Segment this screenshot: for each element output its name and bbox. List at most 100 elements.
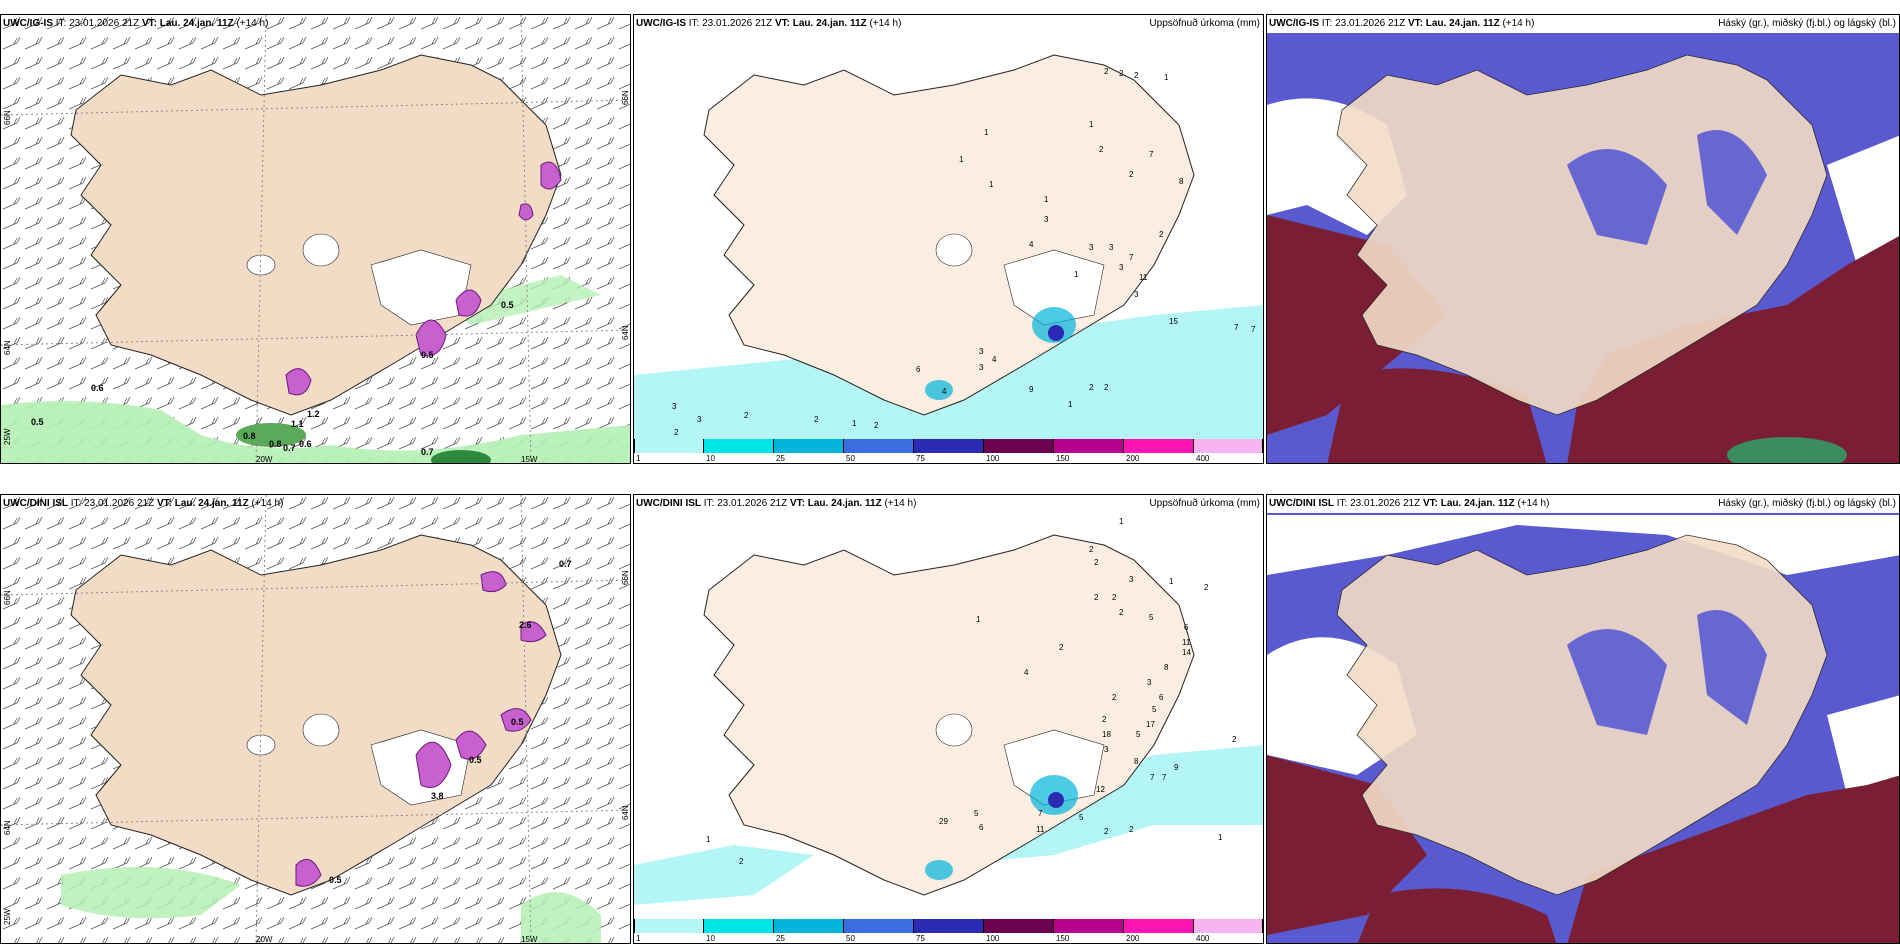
panel-header: UWC/DINI ISL IT: 23.01.2026 21Z VT: Lau.… bbox=[3, 498, 284, 509]
precip-value-label: 2 bbox=[739, 857, 744, 866]
wind-value-label: 0.5 bbox=[329, 875, 342, 885]
precip-value-label: 7 bbox=[1150, 773, 1155, 782]
precip-map bbox=[634, 534, 1263, 905]
lat-label: 66N bbox=[3, 110, 12, 125]
wind-value-label: 0.6 bbox=[91, 383, 104, 393]
precip-value-label: 2 bbox=[1119, 69, 1124, 78]
clear-area bbox=[1827, 695, 1899, 795]
legend-label: 100 bbox=[986, 454, 1000, 463]
precip-legend: 1 10 25 50 75 100 150 200 400 bbox=[634, 439, 1263, 463]
precip-value-label: 2 bbox=[1134, 71, 1139, 80]
precip-value-label: 1 bbox=[1089, 120, 1094, 129]
precip-value-label: 9 bbox=[1174, 763, 1179, 772]
precip-value-label: 11 bbox=[1139, 273, 1148, 282]
precip-value-label: 3 bbox=[1129, 575, 1134, 584]
precip-blue-area bbox=[1032, 307, 1076, 343]
legend-label: 25 bbox=[776, 454, 785, 463]
precip-magenta bbox=[415, 319, 447, 357]
clear-area bbox=[1827, 135, 1899, 265]
panel-title: Háský (gr.), miðský (fj.bl.) og lágský (… bbox=[1718, 498, 1896, 509]
wind-value-label: 1.2 bbox=[307, 409, 320, 419]
precip-magenta bbox=[285, 368, 312, 396]
lat-label: 64N bbox=[3, 340, 12, 355]
precip-legend: 1 10 25 50 75 100 150 200 400 bbox=[634, 919, 1263, 943]
lat-label: 64N bbox=[3, 820, 12, 835]
precip-magenta bbox=[480, 571, 547, 732]
lat-label: 25W bbox=[3, 428, 12, 445]
wind-value-label: 0.5 bbox=[469, 755, 482, 765]
precip-value-label: 2 bbox=[1059, 643, 1064, 652]
precip-value-label: 2 bbox=[1232, 735, 1237, 744]
precip-value-label: 7 bbox=[1251, 325, 1256, 334]
precip-map-panel-row2: UWC/DINI ISL IT: 23.01.2026 21Z VT: Lau.… bbox=[633, 494, 1264, 944]
legend-label: 150 bbox=[1056, 454, 1070, 463]
precip-green-area bbox=[521, 892, 601, 943]
precip-value-label: 6 bbox=[916, 365, 921, 374]
precip-value-label: 2 bbox=[1089, 545, 1094, 554]
legend-label: 10 bbox=[706, 934, 715, 943]
precip-map-panel-row1: UWC/IG-IS IT: 23.01.2026 21Z VT: Lau. 24… bbox=[633, 14, 1264, 464]
precip-dark-green bbox=[431, 450, 491, 463]
wind-map-panel-row1: UWC/IG-IS IT: 23.01.2026 21Z VT: Lau. 24… bbox=[0, 14, 631, 464]
legend-swatch bbox=[634, 439, 704, 453]
wind-value-label: 0.7 bbox=[559, 559, 572, 569]
cloud-map-panel-row2: UWC/DINI ISL IT: 23.01.2026 21Z VT: Lau.… bbox=[1266, 494, 1900, 944]
precip-value-label: 8 bbox=[1164, 663, 1169, 672]
precip-value-label: 12 bbox=[1096, 785, 1105, 794]
cloud-map bbox=[1267, 513, 1899, 943]
legend-label: 50 bbox=[846, 934, 855, 943]
precip-value-label: 2 bbox=[1099, 145, 1104, 154]
grid-line bbox=[520, 15, 532, 463]
wind-value-label: 0.6 bbox=[299, 439, 312, 449]
legend-label: 25 bbox=[776, 934, 785, 943]
legend-swatch bbox=[634, 919, 704, 933]
legend-swatch bbox=[1194, 439, 1263, 453]
precip-magenta bbox=[295, 858, 322, 887]
precip-magenta bbox=[455, 289, 482, 317]
precip-value-label: 1 bbox=[1074, 270, 1079, 279]
precip-value-label: 7 bbox=[1149, 150, 1154, 159]
precip-value-label: 2 bbox=[814, 415, 819, 424]
legend-label: 1 bbox=[636, 454, 641, 463]
precip-magenta bbox=[415, 741, 452, 788]
lon-label: 15W bbox=[521, 935, 538, 944]
clear-area bbox=[1267, 515, 1899, 575]
precip-value-label: 1 bbox=[959, 155, 964, 164]
glacier bbox=[935, 233, 973, 267]
precip-value-label: 2 bbox=[1089, 383, 1094, 392]
panel-header: UWC/DINI ISL IT: 23.01.2026 21Z VT: Lau.… bbox=[636, 498, 917, 509]
precip-value-label: 8 bbox=[1179, 177, 1184, 186]
glacier bbox=[1003, 249, 1105, 326]
precip-dark-blue bbox=[1048, 325, 1064, 341]
grid-line bbox=[255, 495, 267, 943]
wind-map bbox=[1, 495, 630, 943]
precip-value-label: 7 bbox=[1038, 809, 1043, 818]
precip-value-label: 11 bbox=[1036, 825, 1045, 834]
precip-value-label: 6 bbox=[1184, 623, 1189, 632]
legend-swatch bbox=[914, 919, 984, 933]
precip-blue-area bbox=[925, 380, 953, 400]
precip-magenta bbox=[518, 161, 562, 221]
wind-value-label: 0.5 bbox=[31, 417, 44, 427]
legend-swatch bbox=[774, 919, 844, 933]
precip-value-label: 2 bbox=[1104, 67, 1109, 76]
precip-value-label: 2 bbox=[1119, 608, 1124, 617]
legend-label: 400 bbox=[1196, 934, 1210, 943]
panel-title: Uppsöfnuð úrkoma (mm) bbox=[1149, 18, 1260, 29]
precip-value-label: 1 bbox=[1119, 517, 1124, 526]
grid-line bbox=[1, 99, 630, 116]
precip-value-label: 4 bbox=[1024, 668, 1029, 677]
grid-line bbox=[1, 579, 630, 596]
mid-cloud-over-land bbox=[1567, 130, 1767, 245]
precip-value-label: 4 bbox=[992, 355, 997, 364]
low-cloud-green bbox=[1727, 437, 1847, 463]
wind-map-panel-row2: UWC/DINI ISL IT: 23.01.2026 21Z VT: Lau.… bbox=[0, 494, 631, 944]
lat-label: 25W bbox=[3, 908, 12, 925]
wind-map bbox=[1, 15, 630, 463]
wind-value-label: 0.7 bbox=[283, 443, 296, 453]
glacier bbox=[1003, 729, 1105, 806]
legend-label: 75 bbox=[916, 934, 925, 943]
legend-label: 100 bbox=[986, 934, 1000, 943]
precip-value-label: 5 bbox=[1079, 813, 1084, 822]
precip-value-label: 3 bbox=[979, 347, 984, 356]
